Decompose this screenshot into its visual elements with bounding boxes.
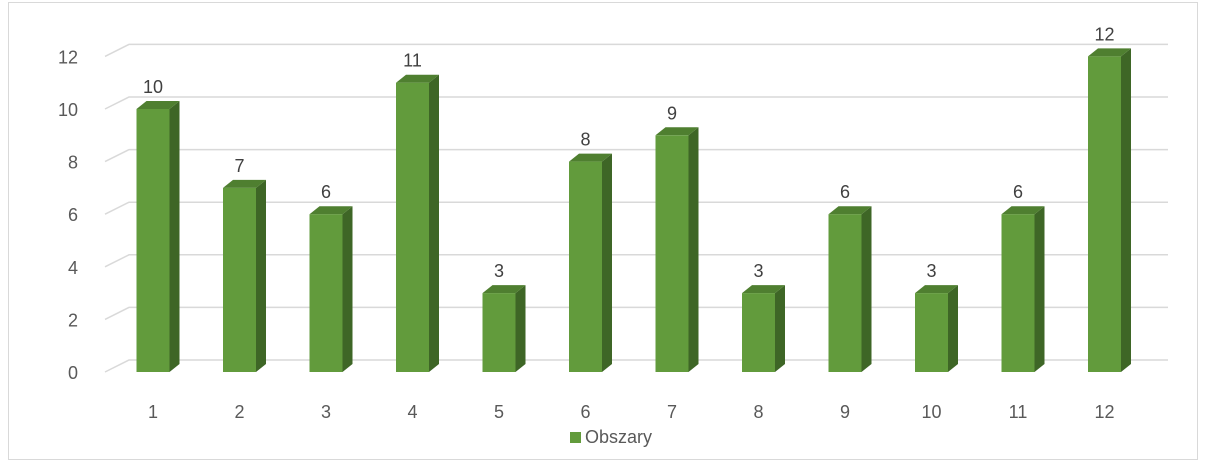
bar	[1001, 214, 1035, 372]
legend: Obszary	[570, 427, 652, 448]
bar-side	[775, 285, 785, 372]
data-labels: 10 7 6 11 3 8 9 3 6 3 6 12	[143, 24, 1115, 281]
bar-side	[1121, 48, 1131, 373]
data-label: 10	[143, 77, 163, 97]
data-label: 3	[494, 261, 504, 281]
x-tick-label: 8	[753, 402, 763, 422]
bar-side	[602, 153, 612, 372]
data-label: 12	[1094, 24, 1114, 44]
bar	[1088, 56, 1121, 373]
bar-top	[1088, 48, 1131, 57]
bar	[309, 214, 343, 372]
data-label: 11	[403, 51, 422, 71]
data-label: 8	[580, 130, 590, 150]
bars	[136, 48, 1131, 373]
gridline	[104, 306, 1168, 321]
legend-swatch	[570, 432, 581, 443]
y-tick-label: 0	[68, 363, 78, 383]
bar-top	[482, 285, 526, 294]
bar	[136, 109, 170, 372]
x-tick-label: 7	[667, 402, 677, 422]
bar	[915, 293, 948, 372]
data-label: 3	[926, 261, 936, 281]
bar-side	[688, 127, 699, 372]
y-tick-label: 8	[68, 153, 78, 173]
data-label: 3	[753, 261, 763, 281]
bar	[569, 161, 602, 372]
y-tick-label: 10	[58, 100, 78, 120]
bar-side	[429, 74, 439, 372]
y-tick-label: 6	[68, 205, 78, 225]
y-axis-ticks: 0 2 4 6 8 10 12	[58, 47, 78, 383]
bar-side	[169, 101, 180, 372]
gridline	[104, 96, 1168, 110]
bar-side	[948, 285, 958, 372]
bar-side	[1034, 206, 1045, 372]
gridlines	[104, 43, 1168, 373]
x-tick-label: 2	[234, 402, 244, 422]
bar	[655, 135, 689, 372]
x-tick-label: 10	[921, 402, 941, 422]
bar-top	[396, 74, 439, 83]
bar-top	[742, 285, 785, 294]
x-tick-label: 6	[580, 402, 590, 422]
bar-top	[655, 127, 699, 136]
gridline	[104, 148, 1168, 163]
bar-side	[861, 206, 872, 372]
bar-top	[223, 179, 266, 188]
data-label: 7	[234, 156, 244, 176]
gridline	[104, 359, 1168, 373]
bar-side	[515, 285, 526, 372]
bar-side	[256, 179, 266, 372]
x-axis-ticks: 1 2 3 4 5 6 7 8 9 10 11 12	[148, 402, 1115, 422]
x-tick-label: 1	[148, 402, 158, 422]
y-tick-label: 4	[68, 258, 78, 278]
data-label: 6	[1013, 182, 1023, 202]
bar	[482, 293, 516, 372]
x-tick-label: 3	[321, 402, 331, 422]
bar-side	[342, 206, 353, 372]
x-tick-label: 4	[407, 402, 417, 422]
bar	[396, 82, 429, 372]
bar-top	[569, 153, 612, 162]
x-tick-label: 12	[1094, 402, 1114, 422]
data-label: 6	[321, 182, 331, 202]
bar	[223, 187, 256, 372]
legend-label: Obszary	[585, 427, 653, 447]
bar-top	[828, 206, 872, 215]
bar	[742, 293, 775, 372]
y-tick-label: 12	[58, 47, 78, 67]
x-tick-label: 9	[840, 402, 850, 422]
bar-top	[1001, 206, 1045, 215]
bar	[828, 214, 862, 372]
gridline	[104, 43, 1168, 58]
x-tick-label: 5	[494, 402, 504, 422]
gridline	[104, 254, 1168, 268]
data-label: 9	[667, 103, 677, 123]
x-tick-label: 11	[1009, 402, 1028, 422]
bar-top	[915, 285, 958, 294]
y-tick-label: 2	[68, 310, 78, 330]
data-label: 6	[840, 182, 850, 202]
bar-top	[309, 206, 353, 215]
bar-top	[136, 101, 180, 109]
gridline	[104, 201, 1168, 215]
